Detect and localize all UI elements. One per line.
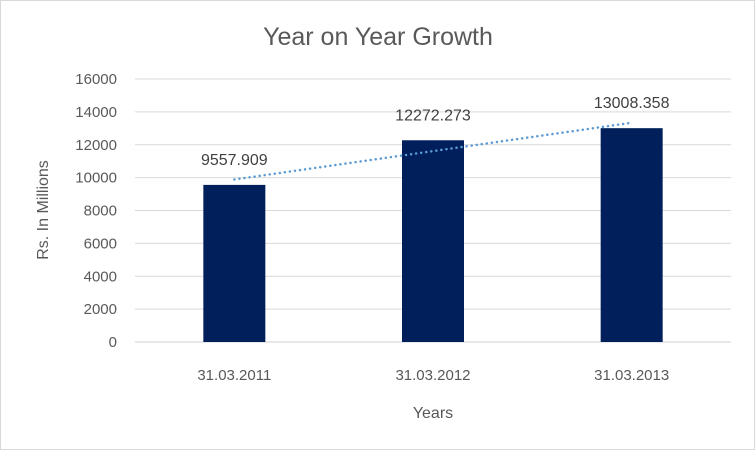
y-tick-label: 0 bbox=[109, 334, 117, 351]
y-tick-label: 16000 bbox=[75, 71, 117, 88]
x-tick-label: 31.03.2012 bbox=[395, 367, 470, 384]
data-label: 12272.273 bbox=[395, 107, 471, 124]
y-tick-label: 8000 bbox=[84, 203, 117, 220]
trendline bbox=[233, 121, 633, 181]
y-tick-label: 14000 bbox=[75, 104, 117, 121]
y-tick-label: 2000 bbox=[84, 301, 117, 318]
data-label: 9557.909 bbox=[201, 152, 268, 169]
bar bbox=[600, 128, 663, 342]
bar bbox=[203, 184, 266, 342]
y-tick-label: 6000 bbox=[84, 235, 117, 252]
y-axis-label: Rs. In Millions bbox=[35, 160, 52, 260]
data-label: 13008.358 bbox=[594, 95, 670, 112]
y-tick-label: 4000 bbox=[84, 268, 117, 285]
x-tick-label: 31.03.2013 bbox=[594, 367, 669, 384]
x-axis-label: Years bbox=[413, 405, 453, 422]
y-tick-label: 12000 bbox=[75, 137, 117, 154]
chart-title: Year on Year Growth bbox=[263, 23, 493, 51]
y-tick-label: 10000 bbox=[75, 170, 117, 187]
bar bbox=[402, 140, 464, 342]
x-tick-label: 31.03.2011 bbox=[197, 367, 271, 384]
